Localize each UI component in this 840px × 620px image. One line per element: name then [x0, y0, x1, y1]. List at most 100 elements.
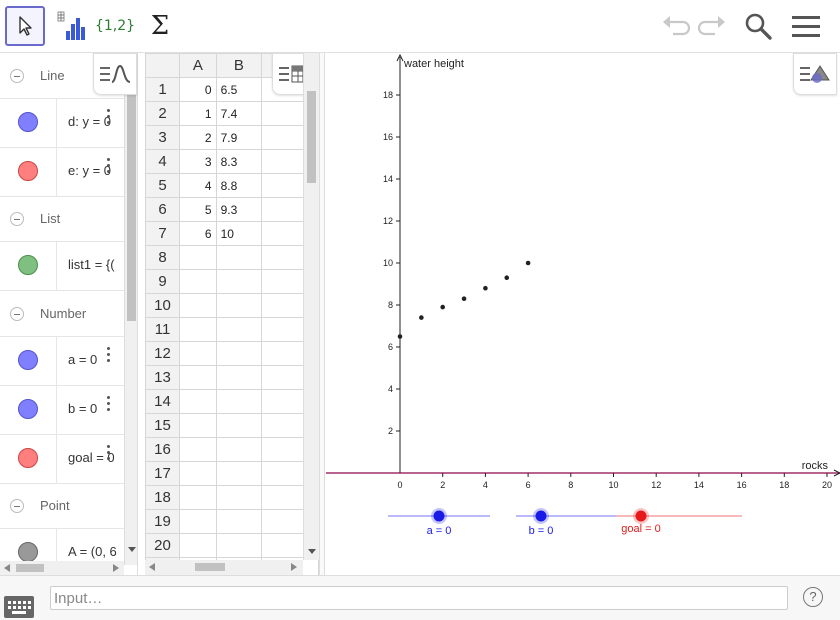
- group-header-line[interactable]: Line: [0, 53, 124, 99]
- more-options-icon[interactable]: [106, 158, 112, 178]
- row-header[interactable]: 12: [145, 341, 181, 366]
- data-point[interactable]: [504, 275, 510, 280]
- algebra-style-bar-button[interactable]: [93, 53, 137, 95]
- cell-b[interactable]: [215, 293, 263, 318]
- algebra-item[interactable]: d: y = 0: [0, 99, 124, 148]
- scrollbar-thumb[interactable]: [127, 61, 136, 321]
- row-header[interactable]: 19: [145, 509, 181, 534]
- cell-a[interactable]: [179, 365, 217, 390]
- algebra-item[interactable]: e: y = 0: [0, 148, 124, 197]
- data-point[interactable]: [525, 260, 531, 266]
- search-button[interactable]: [742, 10, 774, 42]
- cell-a[interactable]: [179, 533, 217, 558]
- spreadsheet-vertical-scrollbar[interactable]: [303, 53, 319, 560]
- visibility-toggle-icon[interactable]: [18, 255, 38, 275]
- visibility-toggle-icon[interactable]: [18, 448, 38, 468]
- more-options-icon[interactable]: [106, 109, 112, 129]
- slider-knob[interactable]: [535, 510, 547, 522]
- row-header[interactable]: 8: [145, 245, 181, 270]
- cell-a[interactable]: [179, 461, 217, 486]
- scroll-left-icon[interactable]: [4, 564, 10, 572]
- visibility-toggle-icon[interactable]: [18, 112, 38, 132]
- cell-a[interactable]: 3: [179, 149, 217, 174]
- algebra-vertical-scrollbar[interactable]: [124, 53, 137, 565]
- data-point[interactable]: [440, 304, 445, 310]
- data-point[interactable]: [483, 285, 488, 291]
- cell-a[interactable]: [179, 437, 217, 462]
- collapse-icon[interactable]: [10, 212, 24, 226]
- row-header[interactable]: 15: [145, 413, 181, 438]
- spreadsheet-corner[interactable]: [145, 53, 181, 78]
- keyboard-button[interactable]: [4, 596, 34, 618]
- cell-b[interactable]: [215, 533, 263, 558]
- algebra-expression[interactable]: goal = 0: [68, 450, 115, 465]
- algebra-expression[interactable]: A = (0, 6: [68, 544, 117, 559]
- scrollbar-thumb[interactable]: [16, 564, 44, 572]
- visibility-toggle-icon[interactable]: [18, 350, 38, 370]
- algebra-expression[interactable]: b = 0: [68, 401, 98, 416]
- cell-b[interactable]: [215, 269, 263, 294]
- spreadsheet-tool-button[interactable]: [51, 6, 91, 46]
- scroll-right-icon[interactable]: [291, 563, 297, 571]
- visibility-toggle-icon[interactable]: [18, 399, 38, 419]
- row-header[interactable]: 11: [145, 317, 181, 342]
- collapse-icon[interactable]: [10, 499, 24, 513]
- cell-a[interactable]: [179, 317, 217, 342]
- cell-b[interactable]: [215, 461, 263, 486]
- row-header[interactable]: 1: [145, 77, 181, 102]
- row-header[interactable]: 2: [145, 101, 181, 126]
- cell-a[interactable]: [179, 269, 217, 294]
- algebra-item[interactable]: b = 0: [0, 386, 124, 435]
- cell-b[interactable]: [215, 509, 263, 534]
- scroll-right-icon[interactable]: [113, 564, 119, 572]
- data-point[interactable]: [419, 315, 424, 320]
- algebra-expression[interactable]: a = 0: [68, 352, 98, 367]
- visibility-toggle-icon[interactable]: [18, 161, 38, 181]
- cell-b[interactable]: 7.4: [215, 101, 263, 126]
- visibility-toggle-icon[interactable]: [18, 542, 38, 562]
- cell-a[interactable]: 4: [179, 173, 217, 198]
- row-header[interactable]: 6: [145, 197, 181, 222]
- collapse-icon[interactable]: [10, 69, 24, 83]
- cell-b[interactable]: [215, 245, 263, 270]
- row-header[interactable]: 17: [145, 461, 181, 486]
- cell-b[interactable]: [215, 389, 263, 414]
- cell-a[interactable]: 2: [179, 125, 217, 150]
- row-header[interactable]: 9: [145, 269, 181, 294]
- cell-b[interactable]: [215, 437, 263, 462]
- row-header[interactable]: 10: [145, 293, 181, 318]
- data-point[interactable]: [397, 334, 403, 339]
- algebra-item[interactable]: goal = 0: [0, 435, 124, 484]
- row-header[interactable]: 3: [145, 125, 181, 150]
- cell-b[interactable]: 10: [215, 221, 263, 246]
- cell-a[interactable]: 1: [179, 101, 217, 126]
- column-header[interactable]: B: [215, 53, 263, 78]
- algebra-expression[interactable]: list1 = {(: [68, 257, 115, 272]
- graphics-style-bar-button[interactable]: [793, 53, 837, 95]
- help-button[interactable]: ?: [803, 587, 823, 607]
- more-options-icon[interactable]: [106, 396, 112, 416]
- data-point[interactable]: [461, 296, 467, 301]
- cell-a[interactable]: [179, 413, 217, 438]
- cell-b[interactable]: 6.5: [215, 77, 263, 102]
- cell-b[interactable]: [215, 413, 263, 438]
- cell-b[interactable]: 8.8: [215, 173, 263, 198]
- row-header[interactable]: 5: [145, 173, 181, 198]
- cell-a[interactable]: [179, 389, 217, 414]
- algebra-horizontal-scrollbar[interactable]: [0, 561, 124, 575]
- more-options-icon[interactable]: [106, 347, 112, 367]
- algebra-item[interactable]: list1 = {(: [0, 242, 124, 291]
- group-header-point[interactable]: Point: [0, 483, 124, 529]
- input-field[interactable]: Input…: [50, 586, 788, 610]
- spreadsheet-horizontal-scrollbar[interactable]: [145, 560, 303, 575]
- cell-a[interactable]: 0: [179, 77, 217, 102]
- panel-divider[interactable]: [319, 53, 325, 575]
- algebra-item[interactable]: a = 0: [0, 337, 124, 386]
- scroll-left-icon[interactable]: [149, 563, 155, 571]
- graphics-canvas[interactable]: water height rocks 0 2 4 6 8 10 12 14 16 18 20 2 4 6 8…: [326, 53, 840, 575]
- row-header[interactable]: 14: [145, 389, 181, 414]
- scrollbar-thumb[interactable]: [307, 91, 316, 183]
- slider-knob[interactable]: [433, 510, 445, 522]
- algebra-expression[interactable]: d: y = 0: [68, 114, 111, 129]
- cell-a[interactable]: [179, 485, 217, 510]
